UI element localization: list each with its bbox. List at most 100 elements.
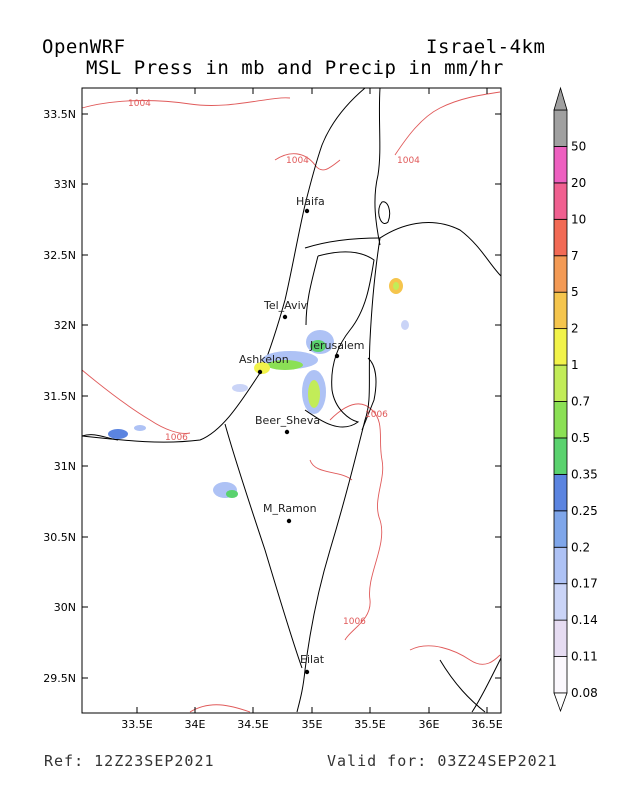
isobar-label: 1006	[165, 433, 188, 443]
colorbar-swatch	[553, 109, 568, 147]
isobar-label: 1004	[128, 99, 151, 109]
lon-labels: 33.5E 34E 34.5E 35E 35.5E 36E 36.5E	[121, 718, 502, 731]
city-markers	[257, 208, 340, 675]
lon-label: 34.5E	[237, 718, 268, 731]
lon-label: 36.5E	[471, 718, 502, 731]
colorbar-label: 1	[571, 358, 579, 372]
city-dot-haifa	[304, 208, 310, 214]
colorbar-max-arrow	[553, 86, 568, 111]
city-dot-jerusalem	[334, 353, 340, 359]
green-line-west	[305, 255, 319, 326]
lon-label: 35.5E	[354, 718, 385, 731]
map-frame	[81, 87, 502, 714]
isobar-1006-south	[189, 704, 251, 713]
colorbar-label: 2	[571, 322, 579, 336]
lon-label: 35E	[302, 718, 323, 731]
map-background	[82, 88, 501, 713]
map-title: MSL Press in mb and Precip in mm/hr	[86, 57, 504, 79]
isobar-label: 1006	[343, 617, 366, 627]
isobars	[81, 91, 501, 713]
colorbar-swatch	[553, 583, 568, 621]
east-edge-border	[471, 657, 502, 713]
isobar-1004-north	[81, 97, 291, 109]
lat-labels: 33.5N 33N 32.5N 32N 31.5N 31N 30.5N 30N …	[43, 108, 76, 685]
colorbar-label: 0.25	[571, 504, 598, 518]
colorbar-swatch	[553, 656, 568, 694]
precip-patch	[134, 425, 146, 431]
colorbar-label: 50	[571, 139, 586, 153]
city-label-m-ramon: M_Ramon	[263, 502, 317, 515]
lat-label: 32.5N	[43, 249, 76, 262]
domain-label: Israel-4km	[426, 36, 546, 58]
colorbar-swatch	[553, 291, 568, 330]
colorbar-label: 0.14	[571, 613, 598, 627]
colorbar-label: 0.7	[571, 395, 590, 409]
colorbar-swatch	[553, 401, 568, 439]
sinai-coast	[81, 434, 119, 441]
colorbar-label: 0.11	[571, 650, 598, 664]
city-dot-ashkelon	[257, 369, 263, 375]
lat-label: 31N	[54, 460, 76, 473]
syria-jordan-border	[379, 222, 502, 277]
isobar-1006-west	[81, 369, 191, 434]
colorbar-swatch	[553, 146, 568, 184]
isobar-label: 1006	[365, 410, 388, 420]
precip-patch	[267, 360, 303, 370]
colorbar-label: 7	[571, 249, 579, 263]
colorbar-swatch	[553, 619, 568, 657]
precip-colorbar: 0.08 0.11 0.14 0.17 0.2 0.25 0.35 0.5 0.7 1 2 5 7 10 2…	[553, 86, 598, 713]
lebanon-syria-border	[374, 87, 381, 246]
colorbar-swatch	[553, 473, 568, 512]
colorbar-swatch	[553, 437, 568, 475]
ref-time: Ref: 12Z23SEP2021	[44, 752, 215, 770]
precip-patch	[401, 320, 409, 330]
precip-patch	[108, 429, 128, 439]
city-label-haifa: Haifa	[296, 195, 325, 208]
isobar-1004-center	[274, 153, 341, 171]
colorbar-label: 0.08	[571, 686, 598, 700]
city-label-eilat: Eilat	[300, 653, 325, 666]
colorbar-label: 0.5	[571, 431, 590, 445]
precip-patch	[254, 362, 270, 374]
precip-patch	[226, 490, 238, 498]
dead-sea	[361, 357, 377, 431]
isobar-1006-negev	[309, 459, 353, 481]
precip-patch	[310, 340, 326, 352]
isobar-labels: 1004 1004 1004 1006 1006 1006	[128, 99, 420, 627]
colorbar-swatch	[553, 255, 568, 293]
valid-time: Valid for: 03Z24SEP2021	[327, 752, 558, 770]
colorbar-swatch	[553, 546, 568, 585]
lat-label: 29.5N	[43, 672, 76, 685]
lat-label: 33.5N	[43, 108, 76, 121]
colorbar-label: 5	[571, 285, 579, 299]
precip-patch	[232, 384, 248, 392]
sea-of-galilee	[378, 201, 391, 224]
lon-ticks	[136, 88, 488, 713]
lon-label: 34E	[185, 718, 206, 731]
model-label: OpenWRF	[42, 36, 126, 58]
isobar-label: 1004	[397, 156, 420, 166]
lon-label: 36E	[419, 718, 440, 731]
precip-patch	[308, 380, 320, 408]
lat-label: 33N	[54, 178, 76, 191]
colorbar-swatch	[553, 364, 568, 402]
lat-label: 30N	[54, 601, 76, 614]
colorbar-swatch	[553, 218, 568, 257]
city-dot-beer-sheva	[284, 429, 290, 435]
lat-label: 30.5N	[43, 531, 76, 544]
city-label-jerusalem: Jerusalem	[309, 339, 365, 352]
city-label-ashkelon: Ashkelon	[239, 353, 289, 366]
city-dot-eilat	[304, 669, 310, 675]
lat-label: 31.5N	[43, 390, 76, 403]
colorbar-label: 20	[571, 176, 586, 190]
precip-patch	[393, 282, 399, 290]
isobar-1004-east	[394, 91, 501, 156]
colorbar-swatch	[553, 510, 568, 548]
isobar-1006-southeast	[409, 645, 501, 665]
lat-ticks	[82, 113, 501, 679]
colorbar-swatch	[553, 328, 568, 366]
colorbar-min-arrow	[553, 692, 568, 713]
lat-label: 32N	[54, 319, 76, 332]
city-label-beer-sheva: Beer_Sheva	[255, 414, 320, 427]
